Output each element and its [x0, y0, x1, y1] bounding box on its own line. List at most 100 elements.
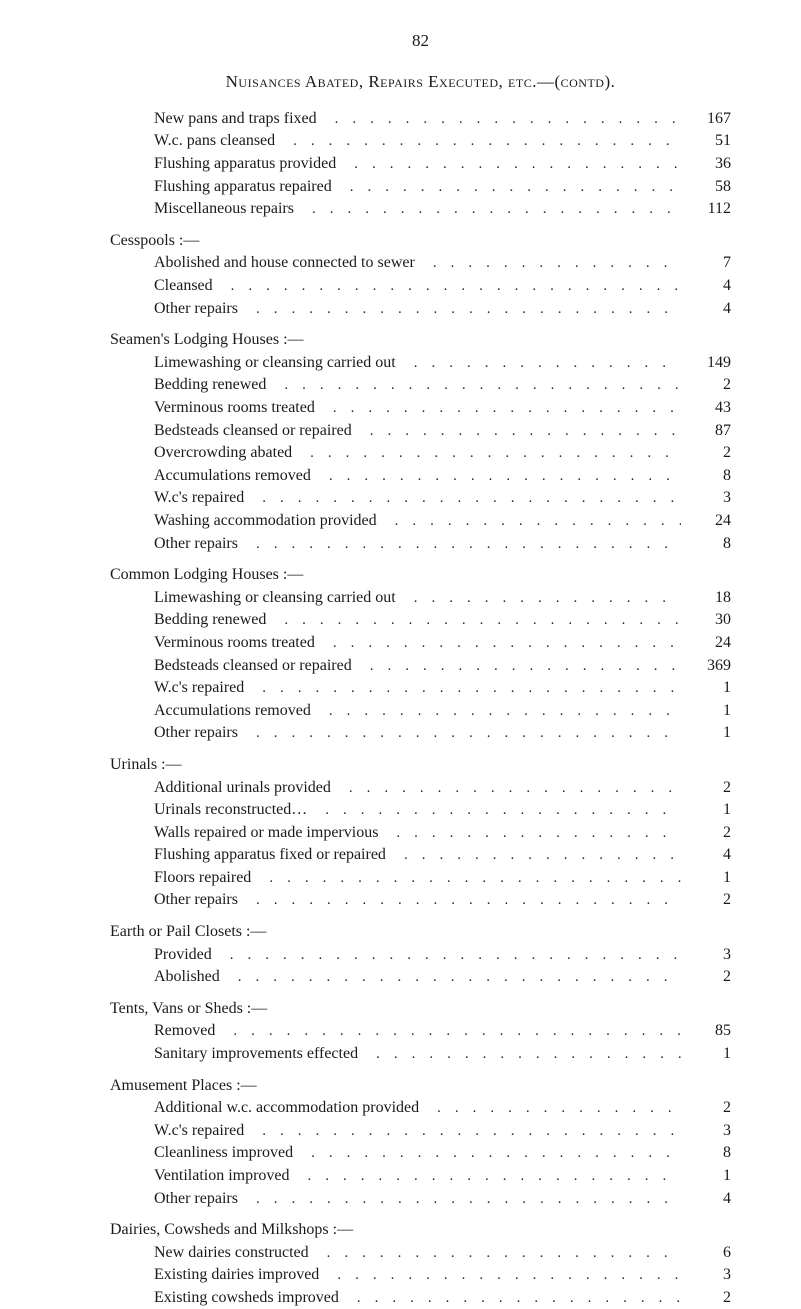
row-label: W.c's repaired — [154, 677, 244, 699]
dots-leader — [293, 1143, 681, 1163]
table-row: Washing accommodation provided24 — [154, 510, 731, 532]
table-row: Verminous rooms treated24 — [154, 632, 731, 654]
row-label: Accumulations removed — [154, 465, 311, 487]
dots-leader — [377, 511, 681, 531]
table-row: Flushing apparatus fixed or repaired4 — [154, 844, 731, 866]
section-title: Tents, Vans or Sheds :— — [110, 998, 731, 1020]
dots-leader — [266, 375, 681, 395]
table-row: Other repairs 4 — [154, 1188, 731, 1210]
row-value: 58 — [681, 176, 731, 198]
table-row: Miscellaneous repairs112 — [154, 198, 731, 220]
row-label: Abolished — [154, 966, 220, 988]
table-row: Other repairs 4 — [154, 298, 731, 320]
table-row: Limewashing or cleansing carried out18 — [154, 587, 731, 609]
row-label: Limewashing or cleansing carried out — [154, 352, 396, 374]
table-row: Overcrowding abated 2 — [154, 442, 731, 464]
table-row: Floors repaired 1 — [154, 867, 731, 889]
row-value: 2 — [681, 822, 731, 844]
row-value: 2 — [681, 442, 731, 464]
table-row: W.c's repaired3 — [154, 1120, 731, 1142]
row-label: New pans and traps fixed — [154, 108, 317, 130]
dots-leader — [311, 701, 681, 721]
table-row: Accumulations removed 8 — [154, 465, 731, 487]
row-label: Overcrowding abated — [154, 442, 292, 464]
table-row: Flushing apparatus provided36 — [154, 153, 731, 175]
dots-leader — [290, 1166, 681, 1186]
row-value: 1 — [681, 867, 731, 889]
dots-leader — [251, 868, 681, 888]
dots-leader — [419, 1098, 681, 1118]
row-label: Abolished and house connected to sewer — [154, 252, 415, 274]
table-row: Ventilation improved1 — [154, 1165, 731, 1187]
table-row: Bedding renewed2 — [154, 374, 731, 396]
row-value: 30 — [681, 609, 731, 631]
dots-leader — [358, 1044, 681, 1064]
row-value: 2 — [681, 889, 731, 911]
row-label: Provided — [154, 944, 212, 966]
row-label: Flushing apparatus provided — [154, 153, 336, 175]
row-label: New dairies constructed — [154, 1242, 309, 1264]
dots-leader — [266, 610, 681, 630]
dots-leader — [213, 276, 681, 296]
table-row: Removed85 — [154, 1020, 731, 1042]
row-label: Additional urinals provided — [154, 777, 331, 799]
table-row: Accumulations removed1 — [154, 700, 731, 722]
row-value: 4 — [681, 1188, 731, 1210]
dots-leader — [319, 1265, 681, 1285]
dots-leader — [244, 678, 681, 698]
row-value: 3 — [681, 487, 731, 509]
dots-leader — [336, 154, 681, 174]
row-label: Urinals reconstructed… — [154, 799, 307, 821]
row-label: Limewashing or cleansing carried out — [154, 587, 396, 609]
row-value: 87 — [681, 420, 731, 442]
row-label: Other repairs — [154, 722, 238, 744]
row-label: Bedding renewed — [154, 374, 266, 396]
row-label: Bedsteads cleansed or repaired — [154, 420, 352, 442]
row-value: 6 — [681, 1242, 731, 1264]
table-row: New pans and traps fixed167 — [154, 108, 731, 130]
row-label: Other repairs — [154, 1188, 238, 1210]
section: Dairies, Cowsheds and Milkshops :—New da… — [110, 1219, 731, 1308]
dots-leader — [215, 1021, 681, 1041]
row-value: 1 — [681, 1043, 731, 1065]
row-value: 4 — [681, 298, 731, 320]
row-value: 3 — [681, 944, 731, 966]
row-label: Accumulations removed — [154, 700, 311, 722]
section-title: Amusement Places :— — [110, 1075, 731, 1097]
dots-leader — [238, 723, 681, 743]
section-title: Earth or Pail Closets :— — [110, 921, 731, 943]
row-value: 2 — [681, 1287, 731, 1309]
main-heading: Nuisances Abated, Repairs Executed, etc.… — [110, 71, 731, 94]
table-row: Sanitary improvements effected 1 — [154, 1043, 731, 1065]
dots-leader — [386, 845, 681, 865]
section: Tents, Vans or Sheds :—Removed85Sanitary… — [110, 998, 731, 1065]
row-label: Other repairs — [154, 533, 238, 555]
section: New pans and traps fixed167W.c. pans cle… — [110, 108, 731, 220]
row-label: Floors repaired — [154, 867, 251, 889]
row-label: Sanitary improvements effected — [154, 1043, 358, 1065]
dots-leader — [352, 421, 681, 441]
row-label: W.c's repaired — [154, 1120, 244, 1142]
row-value: 85 — [681, 1020, 731, 1042]
sections-container: New pans and traps fixed167W.c. pans cle… — [110, 108, 731, 1309]
table-row: Urinals reconstructed…1 — [154, 799, 731, 821]
table-row: Other repairs 1 — [154, 722, 731, 744]
row-value: 2 — [681, 1097, 731, 1119]
section-title: Dairies, Cowsheds and Milkshops :— — [110, 1219, 731, 1241]
row-label: Verminous rooms treated — [154, 397, 315, 419]
table-row: Abolished and house connected to sewer 7 — [154, 252, 731, 274]
dots-leader — [311, 466, 681, 486]
table-row: Additional w.c. accommodation provided 2 — [154, 1097, 731, 1119]
row-label: Ventilation improved — [154, 1165, 290, 1187]
row-label: Other repairs — [154, 298, 238, 320]
row-value: 7 — [681, 252, 731, 274]
row-value: 24 — [681, 632, 731, 654]
row-value: 8 — [681, 465, 731, 487]
row-label: Additional w.c. accommodation provided — [154, 1097, 419, 1119]
dots-leader — [244, 488, 681, 508]
row-value: 1 — [681, 722, 731, 744]
table-row: Bedsteads cleansed or repaired 87 — [154, 420, 731, 442]
table-row: Cleanliness improved8 — [154, 1142, 731, 1164]
row-value: 4 — [681, 275, 731, 297]
row-label: Miscellaneous repairs — [154, 198, 294, 220]
